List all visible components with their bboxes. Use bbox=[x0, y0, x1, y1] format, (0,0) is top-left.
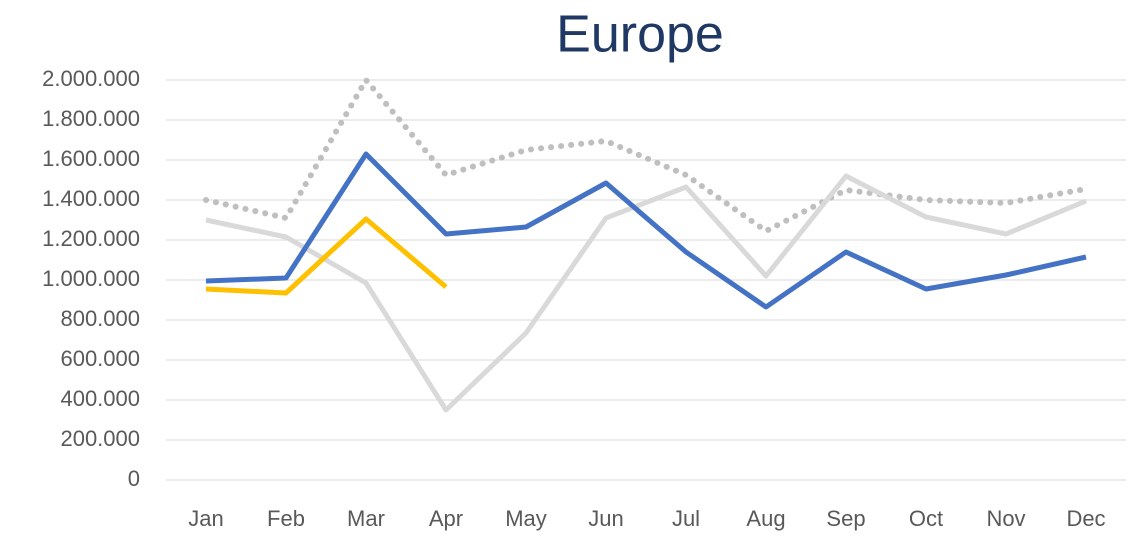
x-tick-label: Apr bbox=[429, 506, 463, 531]
y-tick-label: 1.000.000 bbox=[42, 266, 140, 291]
series-line bbox=[205, 151, 1087, 310]
y-tick-label: 0 bbox=[128, 466, 140, 491]
y-tick-label: 1.400.000 bbox=[42, 186, 140, 211]
y-tick-label: 200.000 bbox=[60, 426, 140, 451]
chart-title: Europe bbox=[556, 6, 724, 64]
x-tick-label: Aug bbox=[746, 506, 785, 531]
y-tick-label: 1.600.000 bbox=[42, 146, 140, 171]
y-tick-label: 800.000 bbox=[60, 306, 140, 331]
x-tick-label: Jul bbox=[672, 506, 700, 531]
x-tick-label: Mar bbox=[347, 506, 385, 531]
x-tick-label: Jun bbox=[588, 506, 623, 531]
x-tick-label: Sep bbox=[826, 506, 865, 531]
y-tick-label: 400.000 bbox=[60, 386, 140, 411]
x-tick-label: May bbox=[505, 506, 547, 531]
y-tick-label: 600.000 bbox=[60, 346, 140, 371]
x-tick-label: Nov bbox=[986, 506, 1025, 531]
series-line bbox=[205, 216, 448, 296]
x-tick-label: Dec bbox=[1066, 506, 1105, 531]
x-tick-label: Feb bbox=[267, 506, 305, 531]
x-tick-label: Oct bbox=[909, 506, 943, 531]
y-tick-label: 2.000.000 bbox=[42, 66, 140, 91]
y-tick-label: 1.200.000 bbox=[42, 226, 140, 251]
y-tick-label: 1.800.000 bbox=[42, 106, 140, 131]
x-tick-label: Jan bbox=[188, 506, 223, 531]
series-line bbox=[205, 173, 1087, 413]
series-line bbox=[203, 77, 1089, 234]
